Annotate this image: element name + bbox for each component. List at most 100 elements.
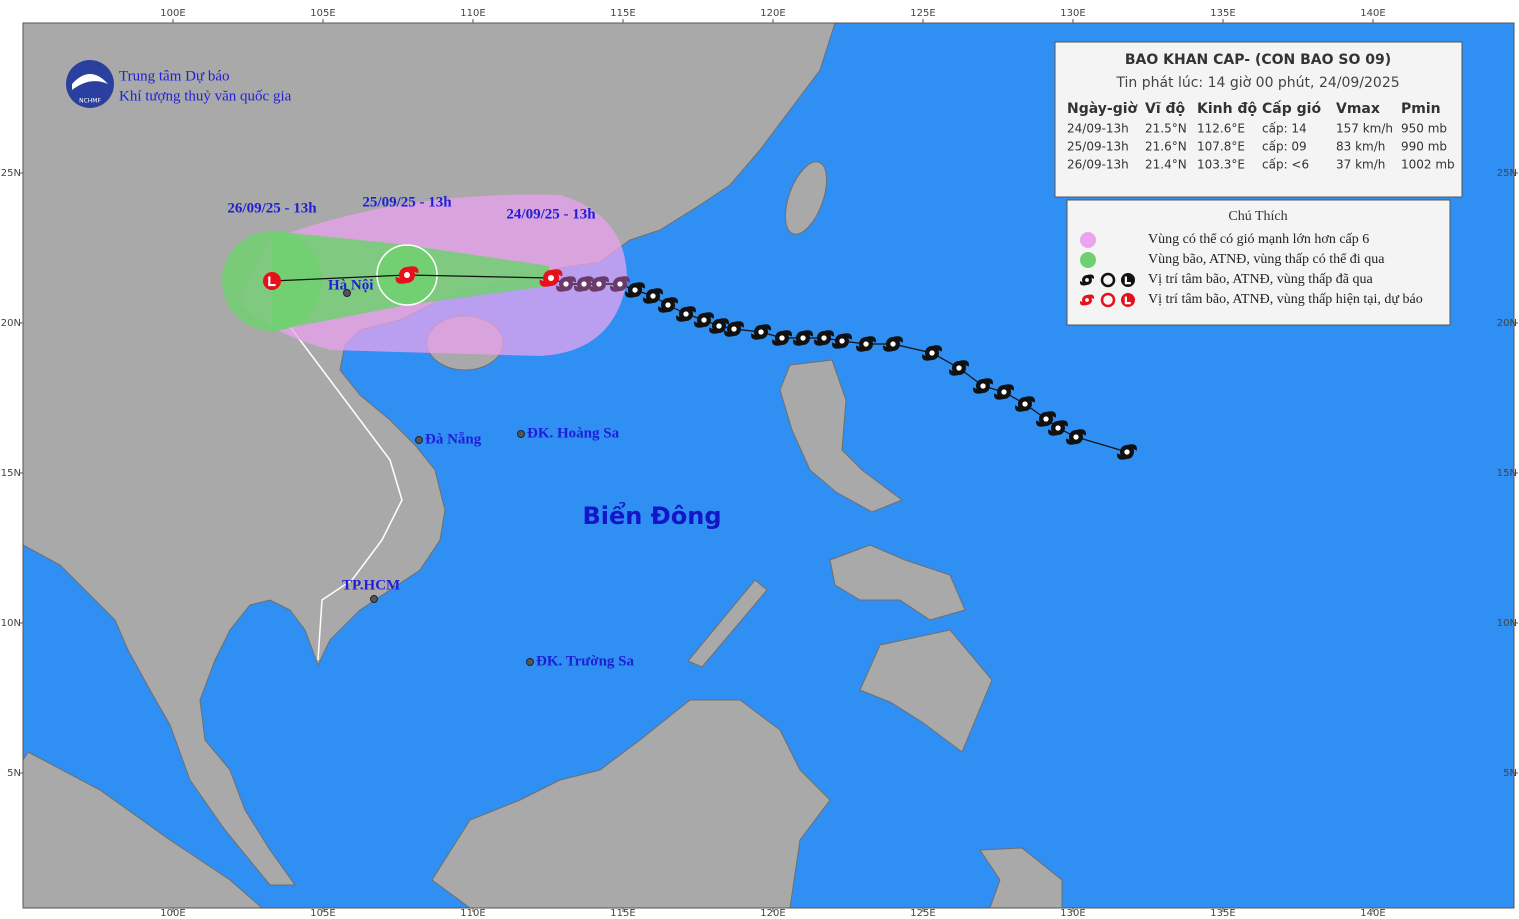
typhoon-eye: [929, 350, 935, 356]
info-box-bg: [1054, 41, 1463, 198]
lat-tick-label: 25N: [1, 168, 21, 179]
low-letter: [1124, 276, 1131, 285]
low-disc: [1121, 293, 1135, 307]
table-cell: 21.6°N: [1145, 140, 1187, 154]
typhoon-eye: [547, 274, 555, 282]
info-table: Ngày-giờ Vĩ độ Kinh độ Cấp gió Vmax Pmin 24/09…: [1067, 100, 1455, 172]
table-cell: 990 mb: [1401, 140, 1447, 154]
place-dot: [370, 595, 378, 603]
lon-tick-label: 140E: [1360, 8, 1385, 19]
forecast-position: [539, 269, 563, 287]
lon-tick-label: 105E: [310, 908, 335, 919]
legend-swatch: [1100, 272, 1116, 288]
lon-tick-label: 115E: [610, 908, 635, 919]
lat-tick-label: 10N: [1, 618, 21, 629]
lon-tick-label: 100E: [160, 8, 185, 19]
typhoon-eye: [683, 311, 689, 317]
legend-swatch: [1080, 232, 1096, 248]
table-header: Pmin: [1401, 101, 1441, 117]
past-position: [574, 276, 594, 292]
legend-title: Chú Thích: [1228, 209, 1287, 224]
forecast-position: [263, 272, 281, 290]
typhoon-eye: [1055, 425, 1061, 431]
table-cell: 107.8°E: [1197, 140, 1245, 154]
past-position: [973, 378, 993, 394]
sea-label: Biển Đông: [582, 500, 721, 530]
table-cell: 950 mb: [1401, 122, 1447, 136]
past-position: [556, 276, 576, 292]
lon-tick-label: 115E: [610, 8, 635, 19]
typhoon-eye: [650, 293, 656, 299]
legend-label: Vùng bão, ATNĐ, vùng thấp có thể đi qua: [1148, 252, 1385, 267]
lon-tick-label: 105E: [310, 8, 335, 19]
forecast-label: 25/09/25 - 13h: [362, 194, 452, 210]
place-label: Đà Nẵng: [425, 431, 482, 447]
place-label: ĐK. Trường Sa: [536, 653, 635, 669]
forecast-label: 26/09/25 - 13h: [227, 200, 317, 216]
typhoon-eye: [1073, 434, 1079, 440]
past-position: [922, 345, 942, 361]
typhoon-eye: [617, 281, 623, 287]
typhoon-eye: [665, 302, 671, 308]
past-position: [793, 330, 813, 346]
typhoon-eye: [1085, 298, 1089, 302]
typhoon-eye: [716, 323, 722, 329]
lon-tick-label: 120E: [760, 8, 785, 19]
past-position: [1066, 429, 1086, 445]
legend-items: Vùng có thể có gió mạnh lớn hơn cấp 6 Vùn…: [1079, 232, 1423, 308]
past-position: [1048, 420, 1068, 436]
storm-circle-edge: [376, 244, 438, 306]
legend: Chú Thích Vùng có thể có gió mạnh lớn hơ…: [1066, 199, 1451, 326]
past-position: [883, 336, 903, 352]
low-symbol: [1121, 273, 1135, 287]
lat-tick-label: 25N: [1497, 168, 1517, 179]
table-header: Vĩ độ: [1145, 101, 1186, 117]
past-position: [751, 324, 771, 340]
past-position: [1117, 444, 1137, 460]
past-position: [949, 360, 969, 376]
place-dot: [343, 289, 351, 297]
lon-tick-label: 130E: [1060, 8, 1085, 19]
typhoon-eye: [1001, 389, 1007, 395]
table-cell: 1002 mb: [1401, 158, 1455, 172]
place-dot: [415, 436, 423, 444]
typhoon-eye: [839, 338, 845, 344]
typhoon-symbol: [1079, 274, 1095, 286]
past-position: [625, 282, 645, 298]
past-position: [676, 306, 696, 322]
low-symbol: [1121, 293, 1135, 307]
mindanao: [859, 629, 993, 753]
past-position: [832, 333, 852, 349]
lon-tick-label: 135E: [1210, 908, 1235, 919]
visayas: [829, 544, 966, 621]
info-title: BAO KHAN CAP- (CON BAO SO 09): [1125, 52, 1391, 68]
legend-label: Vùng có thể có gió mạnh lớn hơn cấp 6: [1148, 232, 1369, 247]
legend-label: Vị trí tâm bão, ATNĐ, vùng thấp hiện tại…: [1148, 292, 1423, 307]
past-position: [724, 321, 744, 337]
typhoon-eye: [956, 365, 962, 371]
lat-tick-label: 5N: [7, 768, 21, 779]
typhoon-eye: [1043, 416, 1049, 422]
lon-tick-label: 130E: [1060, 908, 1085, 919]
lon-tick-label: 100E: [160, 908, 185, 919]
typhoon-eye: [701, 317, 707, 323]
table-header: Ngày-giờ: [1067, 101, 1138, 117]
logo-emblem: [66, 60, 114, 108]
table-cell: 112.6°E: [1197, 122, 1245, 136]
table-cell: 21.4°N: [1145, 158, 1187, 172]
table-cell: 26/09-13h: [1067, 158, 1129, 172]
lon-tick-label: 120E: [760, 908, 785, 919]
past-position: [610, 276, 630, 292]
table-header: Vmax: [1336, 101, 1380, 117]
info-box: BAO KHAN CAP- (CON BAO SO 09) Tin phát l…: [1054, 41, 1463, 198]
past-position: [1015, 396, 1035, 412]
low-disc: [1121, 273, 1135, 287]
low-letter: [1124, 296, 1131, 305]
past-position: [856, 336, 876, 352]
lon-tick-label: 125E: [910, 908, 935, 919]
table-cell: cấp: <6: [1262, 158, 1309, 172]
place-dot: [526, 658, 534, 666]
